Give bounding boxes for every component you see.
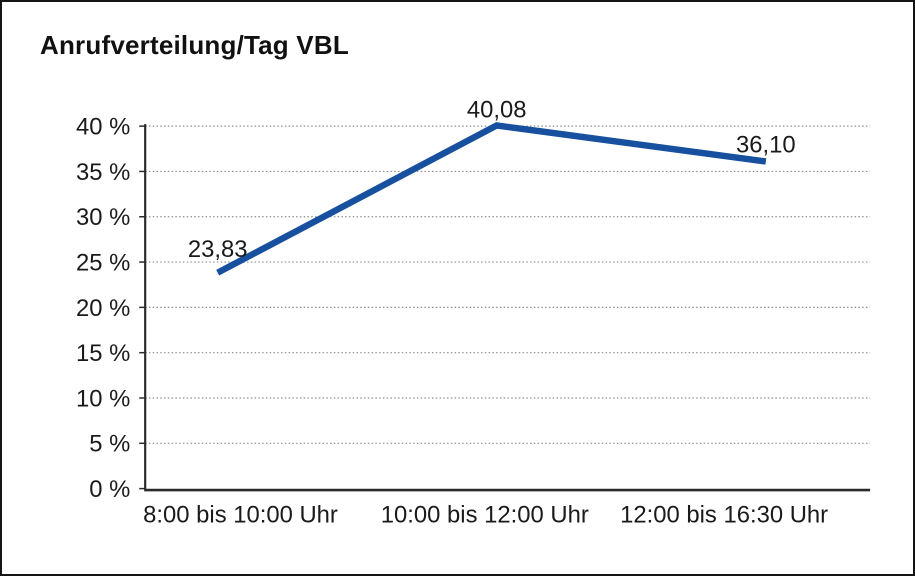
y-tick-label: 20 % xyxy=(76,295,130,322)
y-tick-label: 25 % xyxy=(76,249,130,276)
chart-title: Anrufverteilung/Tag VBL xyxy=(40,30,349,60)
data-point-label: 23,83 xyxy=(188,236,248,263)
y-tick-label: 5 % xyxy=(89,431,130,458)
y-tick-label: 0 % xyxy=(89,476,130,503)
x-category-label: 8:00 bis 10:00 Uhr xyxy=(143,501,338,528)
data-point-label: 36,10 xyxy=(736,132,796,159)
y-tick-label: 35 % xyxy=(76,159,130,186)
y-tick-label: 10 % xyxy=(76,385,130,412)
x-category-label: 10:00 bis 12:00 Uhr xyxy=(381,501,589,528)
x-category-label: 12:00 bis 16:30 Uhr xyxy=(620,501,828,528)
y-tick-label: 30 % xyxy=(76,204,130,231)
data-point-label: 40,08 xyxy=(467,96,527,123)
data-series-line xyxy=(216,122,767,276)
y-tick-label: 40 % xyxy=(76,114,130,141)
y-tick-label: 15 % xyxy=(76,340,130,367)
